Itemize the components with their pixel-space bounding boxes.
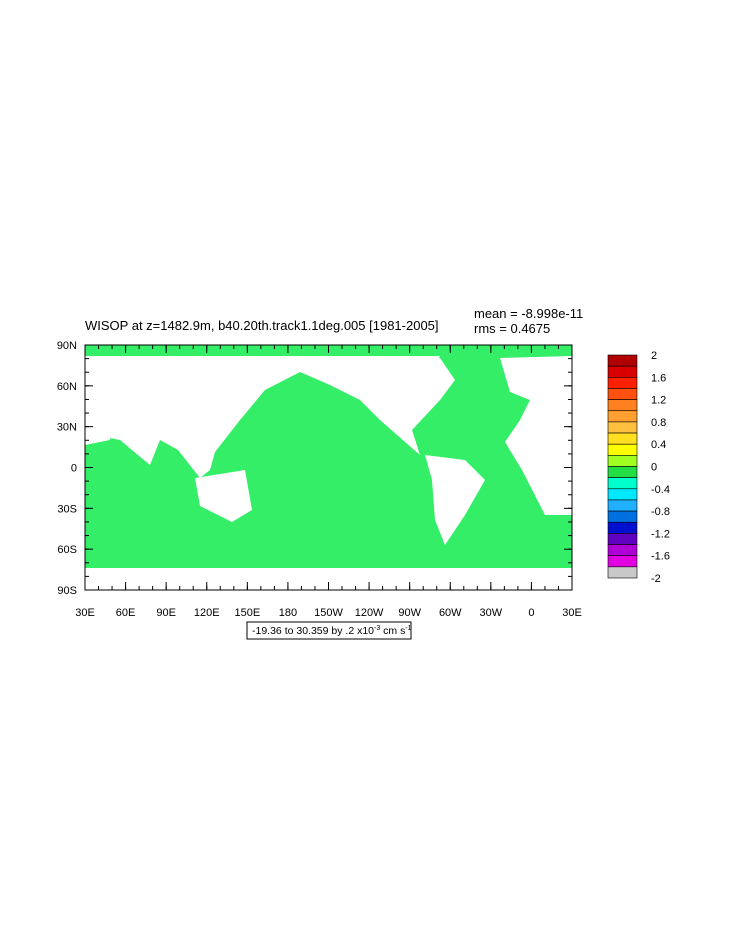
colorbar-box [607, 365, 638, 378]
colorbar-box [607, 455, 638, 467]
info-text: -19.36 to 30.359 by .2 x10-3 cm s-1 [252, 625, 412, 637]
colorbar-label: 1.6 [651, 372, 666, 384]
mean-text: mean = -8.998e-11 [474, 306, 583, 321]
colorbar-label: -0.8 [651, 506, 670, 518]
colorbar-box [607, 354, 638, 367]
lon-label: 0 [528, 607, 534, 619]
lon-label: 120E [194, 607, 220, 619]
lon-label: 60E [116, 607, 136, 619]
colorbar-label: -1.2 [651, 528, 670, 540]
lon-label: 30E [75, 607, 95, 619]
land-australia [195, 470, 252, 522]
lon-label: 150W [314, 607, 343, 619]
lat-label: 30N [57, 422, 77, 434]
lon-label: 90E [156, 607, 176, 619]
colorbar-box [607, 555, 638, 568]
colorbar-box [607, 566, 638, 579]
plot-title: WISOP at z=1482.9m, b40.20th.track1.1deg… [85, 318, 439, 333]
land-south-america [425, 455, 485, 545]
colorbar-box [607, 443, 638, 456]
colorbar-label: 0 [651, 462, 657, 474]
colorbar-label: -2 [651, 573, 661, 585]
colorbar-label: 0.4 [651, 439, 666, 451]
map [84, 344, 573, 591]
colorbar-box [607, 410, 638, 423]
colorbar-box [607, 521, 638, 534]
lon-label: 120W [355, 607, 384, 619]
lat-label: 60S [57, 544, 77, 556]
colorbar-box [607, 388, 638, 400]
colorbar-box [607, 544, 638, 556]
land-eurasia [85, 356, 440, 478]
lon-label: 90W [398, 607, 421, 619]
rms-text: rms = 0.4675 [474, 321, 550, 336]
lon-label: 30W [480, 607, 503, 619]
colorbar-box [607, 376, 638, 389]
colorbar-box [607, 499, 638, 512]
land-north-america [300, 358, 455, 455]
colorbar-label: 1.2 [651, 395, 666, 407]
lat-label: 90S [57, 585, 77, 597]
lon-label: 30E [562, 607, 582, 619]
lon-label: 180 [279, 607, 297, 619]
lat-label: 30S [57, 503, 77, 515]
info-box [246, 621, 412, 640]
lat-label: 0 [71, 463, 77, 475]
land-africa-east [85, 415, 113, 445]
lat-label: 60N [57, 381, 77, 393]
land-africa-europe [500, 356, 572, 515]
info-units: cm s [380, 625, 405, 637]
colorbar-label: -0.4 [651, 484, 670, 496]
colorbar-box [607, 421, 638, 434]
lon-label: 150E [234, 607, 260, 619]
colorbar-box [607, 533, 638, 545]
colorbar-box [607, 432, 638, 445]
colorbar-box [607, 510, 638, 523]
info-units-exponent: -1 [405, 625, 411, 632]
lon-label: 60W [439, 607, 462, 619]
lat-label: 90N [57, 340, 77, 352]
colorbar-label: 0.8 [651, 417, 666, 429]
colorbar-label: -1.6 [651, 551, 670, 563]
info-exponent: -3 [374, 625, 380, 632]
colorbar-box [607, 488, 638, 501]
colorbar-box [607, 477, 638, 490]
colorbar-label: 2 [651, 350, 657, 362]
colorbar-box [607, 466, 638, 478]
info-range: -19.36 to 30.359 by .2 x10 [252, 625, 374, 637]
colorbar-box [607, 399, 638, 412]
